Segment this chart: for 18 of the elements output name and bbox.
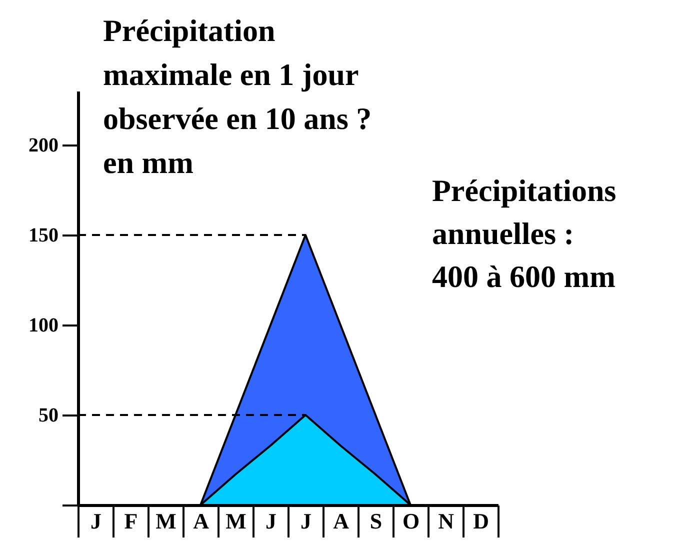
chart-title: Précipitation maximale en 1 jour observée en 10 ans ? en mm (103, 13, 372, 180)
x-tick-label: N (438, 508, 454, 534)
x-tick-label: O (402, 508, 420, 534)
x-tick-label: D (473, 508, 489, 534)
x-tick-label: M (226, 508, 247, 534)
x-tick-label: A (333, 508, 350, 534)
x-tick-label: M (156, 508, 177, 534)
x-tick-label: A (193, 508, 210, 534)
y-tick-label: 150 (28, 224, 58, 246)
y-tick-label: 50 (38, 404, 58, 426)
x-tick-label: J (90, 508, 102, 534)
y-tick-label: 200 (28, 134, 58, 156)
x-tick-label: J (300, 508, 312, 534)
annotation: Précipitations annuelles : 400 à 600 mm (432, 173, 616, 294)
y-tick-label: 100 (28, 314, 58, 336)
x-tick-label: J (266, 508, 276, 534)
x-tick-label: S (370, 508, 382, 534)
x-tick-label: F (124, 508, 138, 534)
